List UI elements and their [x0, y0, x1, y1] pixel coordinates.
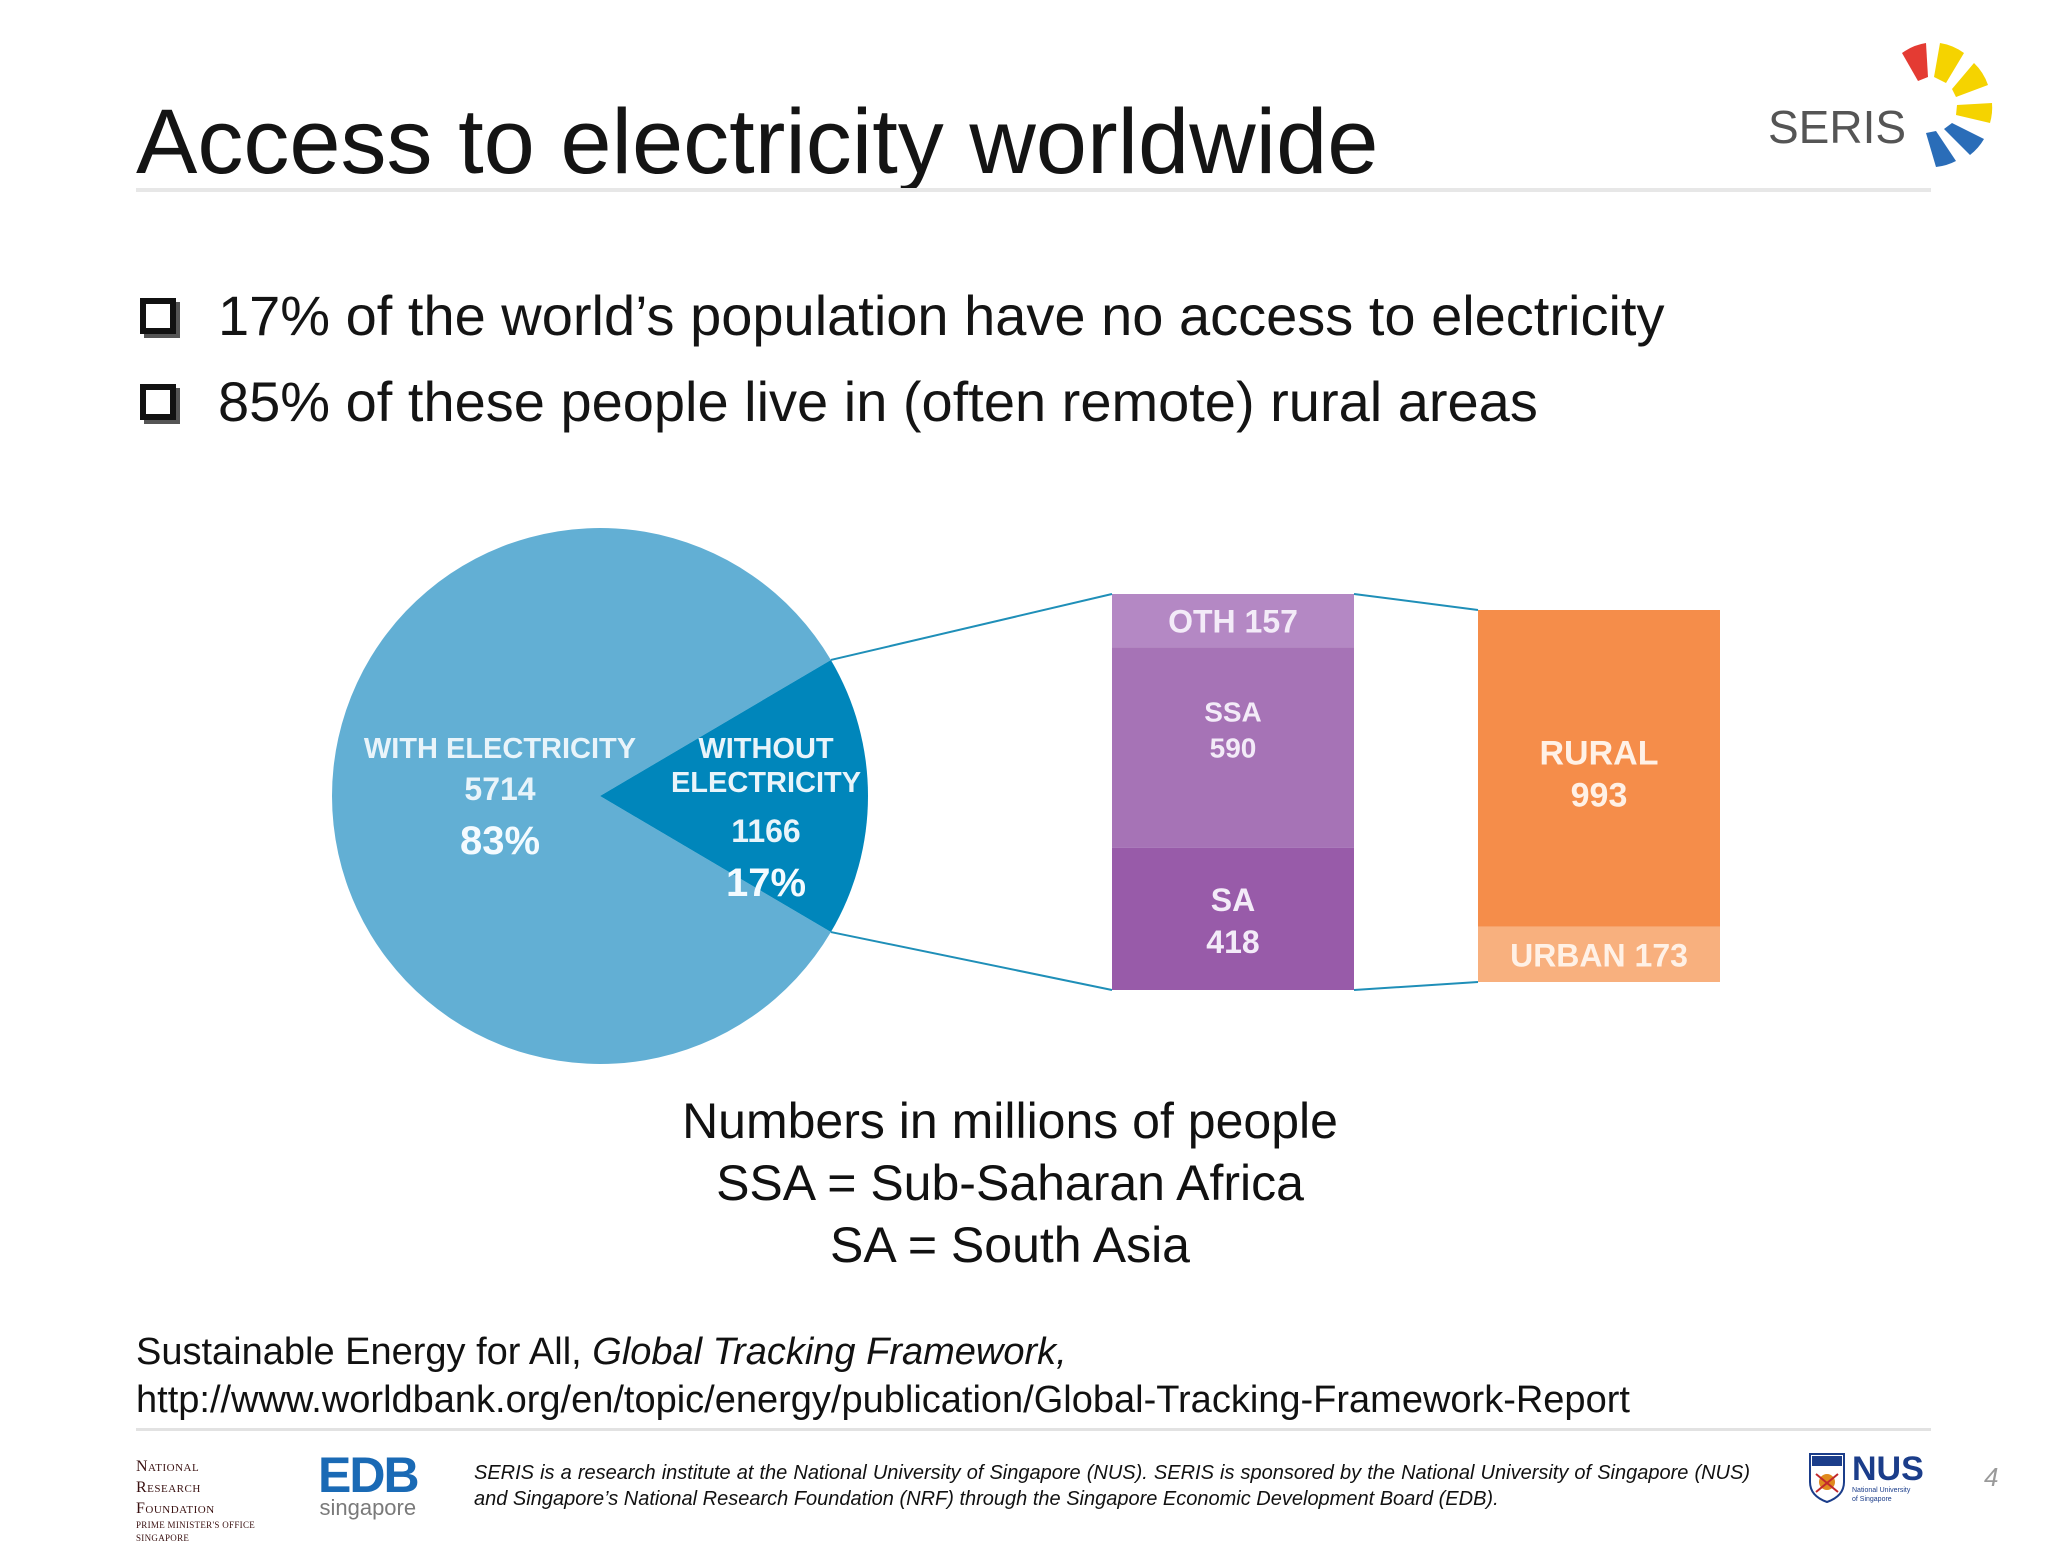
bar-label-sa: SA: [1211, 882, 1255, 918]
nrf-logo-line: National: [136, 1458, 200, 1475]
note-sa: SA = South Asia: [830, 1217, 1190, 1273]
bullet-text: 85% of these people live in (often remot…: [218, 370, 1538, 433]
nus-logo-subtext: of Singapore: [1852, 1496, 1892, 1503]
nus-logo-subtext: National University: [1852, 1487, 1911, 1494]
pie-percent-with-electricity: 83%: [460, 819, 540, 863]
nrf-logo-line: Research: [136, 1479, 201, 1496]
chart-notes: Numbers in millions of people SSA = Sub-…: [500, 1090, 1520, 1276]
connector-pie-to-region-top: [830, 593, 1113, 661]
logo-ray-blue-2: [1926, 131, 1956, 167]
source-url[interactable]: http://www.worldbank.org/en/topic/energy…: [136, 1379, 1630, 1421]
page-number: 4: [1984, 1462, 1999, 1492]
bullet-item: 17% of the world’s population have no ac…: [140, 284, 1664, 348]
title-divider: [136, 188, 1931, 192]
edb-logo-text: EDB: [318, 1447, 420, 1503]
bar-label-urban: URBAN 173: [1510, 937, 1688, 973]
bar-segment-oth: [1112, 594, 1354, 648]
bar-segment-rural: [1478, 610, 1720, 927]
nrf-logo-subline: Prime Minister's Office: [136, 1520, 256, 1530]
seris-logo-text: SERIS: [1768, 101, 1906, 153]
seris-logo: SERIS: [1768, 43, 1993, 167]
bar-value-rural: 993: [1571, 776, 1628, 814]
pie-value-without-electricity: 1166: [731, 813, 800, 849]
edb-logo: EDB singapore: [318, 1447, 420, 1520]
bar-value-sa: 418: [1206, 924, 1259, 960]
pie-label-without-electricity: WITHOUT: [698, 733, 834, 765]
source-publisher: Sustainable Energy for All,: [136, 1331, 593, 1373]
bar-label-ssa: SSA: [1204, 697, 1262, 728]
seris-sun-icon: [1902, 43, 1993, 167]
source-citation: Sustainable Energy for All, Global Track…: [136, 1328, 1630, 1424]
bar-label-oth: OTH 157: [1168, 604, 1298, 640]
logo-ray-red: [1902, 43, 1928, 81]
logo-ray-yellow-3: [1956, 103, 1993, 123]
edb-logo-subtext: singapore: [319, 1495, 417, 1520]
source-title: Global Tracking Framework,: [592, 1331, 1067, 1373]
nrf-logo-subline: Singapore: [136, 1533, 190, 1543]
bar-segment-sa: [1112, 847, 1354, 990]
bullet-text: 17% of the world’s population have no ac…: [218, 284, 1665, 347]
nrf-logo: National Research Foundation Prime Minis…: [136, 1456, 255, 1545]
pie-slice-without-electricity: [600, 659, 868, 933]
logo-ray-yellow-1: [1934, 43, 1964, 83]
pie-value-with-electricity: 5714: [464, 771, 535, 807]
footer-disclaimer: SERIS is a research institute at the Nat…: [474, 1462, 1750, 1510]
nus-logo-text: NUS: [1852, 1450, 1924, 1488]
connector-region-to-area-bottom: [1353, 981, 1479, 991]
connector-region-to-area-top: [1353, 593, 1479, 611]
logo-ray-yellow-2: [1952, 63, 1988, 97]
note-ssa: SSA = Sub-Saharan Africa: [716, 1155, 1304, 1211]
bar-segment-ssa: [1112, 647, 1354, 848]
checkbox-icon: [140, 298, 176, 334]
connector-pie-to-region-bottom: [830, 931, 1113, 991]
bar-label-rural: RURAL: [1540, 734, 1659, 772]
checkbox-icon: [140, 384, 176, 420]
pie-percent-without-electricity: 17%: [726, 861, 806, 905]
footer-divider: [136, 1428, 1931, 1431]
bullet-item: 85% of these people live in (often remot…: [140, 370, 1538, 434]
pie-slice-with-electricity: [331, 527, 831, 1064]
pie-label-with-electricity: WITH ELECTRICITY: [364, 733, 636, 765]
nrf-logo-line: Foundation: [136, 1500, 215, 1517]
pie-label-without-electricity: ELECTRICITY: [671, 767, 861, 799]
logo-ray-blue-1: [1944, 123, 1984, 155]
note-units: Numbers in millions of people: [682, 1093, 1338, 1149]
slide-title: Access to electricity worldwide: [136, 91, 1379, 193]
nus-crest-icon: [1809, 1453, 1845, 1504]
nus-logo: NUS National University of Singapore: [1808, 1452, 1924, 1504]
bar-segment-urban: [1478, 926, 1720, 982]
bar-value-ssa: 590: [1210, 733, 1257, 764]
